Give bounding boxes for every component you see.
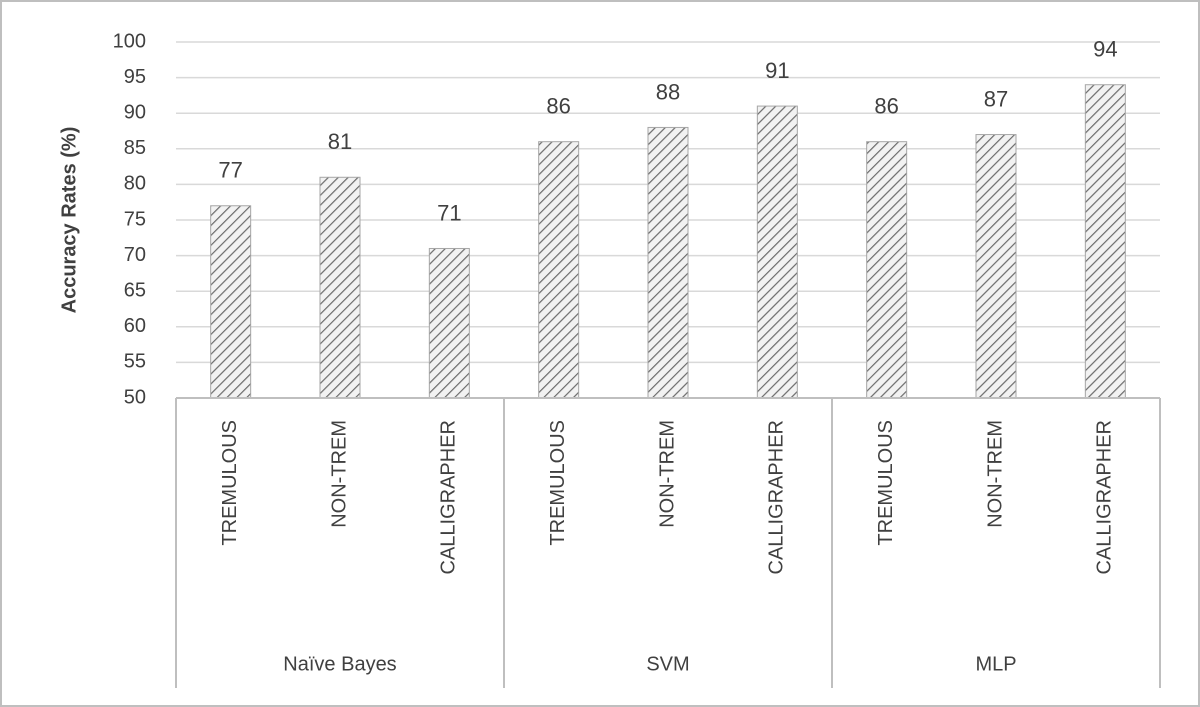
value-label: 81 [328, 129, 352, 154]
bar [538, 141, 580, 399]
y-tick-label: 90 [124, 101, 146, 123]
y-tick-label: 60 [124, 315, 146, 337]
x-tick-label: TREMULOUS [219, 420, 241, 546]
group-label: Naïve Bayes [283, 653, 396, 675]
y-tick-label: 55 [124, 351, 146, 373]
y-tick-label: 65 [124, 279, 146, 301]
y-tick-label: 100 [113, 30, 146, 52]
y-tick-label: 70 [124, 244, 146, 266]
y-axis-label: Accuracy Rates (%) [58, 127, 80, 314]
value-label: 77 [218, 158, 242, 183]
x-tick-label: CALLIGRAPHER [1094, 420, 1116, 575]
y-tick-label: 95 [124, 66, 146, 88]
group-label: SVM [646, 653, 689, 675]
x-tick-label: CALLIGRAPHER [766, 420, 788, 575]
bar [756, 105, 798, 399]
value-label: 94 [1093, 37, 1117, 62]
bar [210, 205, 252, 399]
x-tick-label: TREMULOUS [875, 420, 897, 546]
x-tick-label: NON-TREM [328, 420, 350, 528]
group-label: MLP [975, 653, 1016, 675]
x-tick-label: CALLIGRAPHER [438, 420, 460, 575]
value-label: 87 [984, 86, 1008, 111]
bar [428, 247, 470, 399]
value-label: 71 [437, 200, 461, 225]
x-tick-label: NON-TREM [984, 420, 1006, 528]
bar [975, 134, 1017, 399]
bar [1084, 84, 1126, 399]
value-label: 88 [656, 79, 680, 104]
bar [319, 176, 361, 399]
y-tick-label: 85 [124, 137, 146, 159]
value-label: 91 [765, 58, 789, 83]
y-tick-label: 80 [124, 173, 146, 195]
x-tick-label: NON-TREM [656, 420, 678, 528]
y-tick-label: 50 [124, 386, 146, 408]
y-tick-label: 75 [124, 208, 146, 230]
value-label: 86 [874, 93, 898, 118]
bar [647, 126, 689, 399]
value-label: 86 [546, 93, 570, 118]
x-tick-label: TREMULOUS [547, 420, 569, 546]
bar [866, 141, 908, 399]
